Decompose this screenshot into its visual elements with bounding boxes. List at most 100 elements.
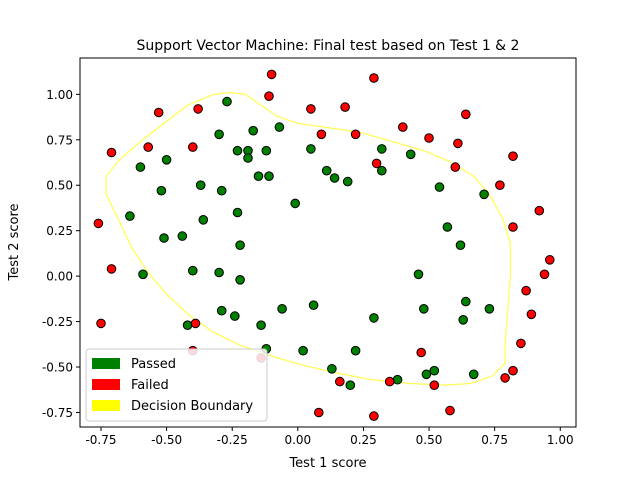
y-tick-label: -0.75 — [42, 406, 73, 420]
passed-point — [264, 171, 274, 181]
passed-point — [188, 265, 198, 276]
decision-boundary-line — [105, 91, 512, 386]
x-tick-label: 0.50 — [416, 433, 443, 447]
passed-point — [321, 165, 332, 176]
failed-point — [500, 373, 510, 383]
passed-point — [256, 320, 266, 331]
legend: Passed Failed Decision Boundary — [85, 348, 268, 422]
passed-point — [232, 207, 243, 218]
failed-point — [371, 158, 382, 169]
passed-point — [377, 144, 387, 154]
failed-point — [516, 338, 526, 349]
x-tick-label: 1.00 — [547, 433, 574, 447]
failed-point — [534, 205, 545, 216]
passed-point — [216, 305, 227, 316]
y-axis-ticks: -0.75 -0.50 -0.25 0.00 0.25 0.50 0.75 1.00 — [42, 88, 80, 420]
passed-point — [290, 198, 301, 209]
passed-point — [345, 380, 356, 391]
passed-point — [421, 369, 432, 380]
failed-point — [453, 138, 463, 149]
y-tick-label: 0.50 — [46, 179, 73, 193]
passed-point — [156, 185, 167, 196]
failed-point — [450, 162, 461, 172]
failed-point — [340, 102, 350, 112]
passed-point — [243, 153, 253, 163]
passed-point — [455, 240, 466, 250]
passed-point — [392, 374, 403, 385]
y-tick-label: 0.00 — [46, 270, 73, 284]
failed-point — [545, 254, 555, 265]
passed-point — [248, 125, 258, 136]
failed-point — [143, 142, 153, 152]
data-points-layer — [93, 69, 555, 421]
passed-point — [484, 304, 495, 314]
x-tick-label: 0.25 — [350, 433, 377, 447]
passed-point — [195, 180, 206, 190]
passed-point — [419, 304, 429, 314]
failed-point — [429, 380, 440, 391]
failed-point — [96, 318, 106, 329]
failed-point — [384, 376, 395, 387]
failed-point — [461, 109, 471, 120]
passed-point — [216, 185, 227, 196]
passed-point — [125, 211, 135, 221]
failed-point — [508, 365, 518, 376]
failed-point — [445, 405, 455, 416]
passed-point — [413, 269, 424, 280]
x-tick-label: -0.25 — [217, 433, 248, 447]
failed-point — [495, 180, 505, 190]
failed-point — [350, 129, 361, 140]
failed-point — [93, 218, 104, 229]
passed-point — [222, 96, 232, 107]
passed-point — [182, 320, 193, 331]
passed-point — [135, 162, 146, 172]
legend-swatch-boundary — [92, 400, 120, 411]
passed-point — [161, 155, 172, 165]
passed-point — [261, 145, 272, 156]
failed-point — [521, 285, 531, 296]
passed-point — [306, 144, 316, 154]
y-axis-label: Test 2 score — [7, 203, 22, 281]
failed-point — [153, 107, 164, 118]
passed-point — [458, 315, 469, 325]
passed-point — [350, 345, 361, 356]
passed-point — [429, 365, 440, 376]
passed-point — [434, 182, 445, 192]
passed-point — [277, 304, 287, 314]
failed-point — [398, 122, 408, 132]
passed-point — [232, 145, 243, 156]
failed-point — [316, 129, 327, 140]
failed-point — [369, 73, 379, 83]
failed-point — [526, 309, 537, 320]
passed-point — [369, 313, 379, 323]
y-tick-label: 0.75 — [46, 133, 73, 147]
failed-point — [193, 104, 203, 114]
failed-point — [539, 269, 550, 280]
decision-boundary-layer — [105, 91, 512, 386]
passed-point — [274, 122, 285, 132]
passed-point — [329, 173, 340, 183]
x-axis-label: Test 1 score — [288, 456, 366, 471]
y-tick-label: -0.50 — [42, 361, 73, 375]
passed-point — [377, 165, 387, 176]
passed-point — [235, 275, 245, 285]
passed-point — [177, 231, 188, 241]
passed-point — [253, 171, 264, 181]
passed-point — [342, 176, 353, 187]
failed-point — [508, 151, 518, 161]
legend-label-passed: Passed — [131, 357, 176, 372]
passed-point — [138, 269, 148, 280]
y-tick-label: 0.25 — [46, 224, 73, 238]
failed-point — [106, 147, 117, 158]
passed-point — [214, 129, 224, 140]
passed-point — [327, 364, 337, 374]
passed-point — [308, 300, 319, 311]
passed-point — [442, 222, 453, 232]
passed-point — [214, 267, 224, 278]
passed-point — [159, 233, 169, 243]
plot-frame — [79, 57, 577, 428]
failed-point — [424, 133, 434, 143]
x-tick-label: -0.75 — [85, 433, 116, 447]
failed-point — [369, 411, 379, 421]
